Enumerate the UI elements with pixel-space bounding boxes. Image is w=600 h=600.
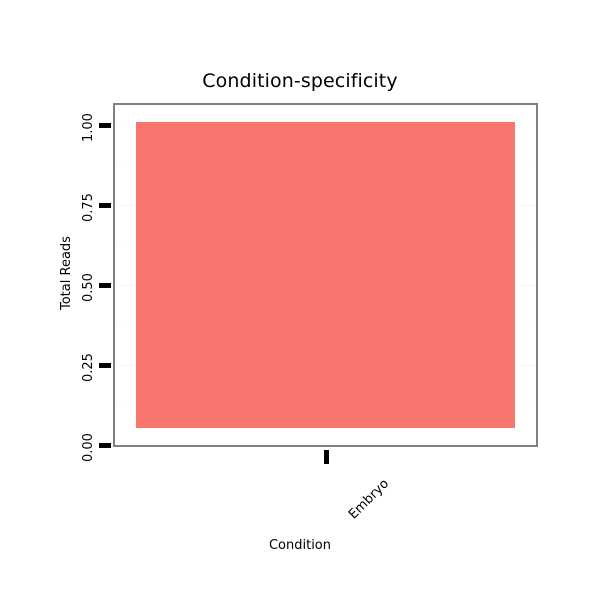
x-axis-title: Condition — [268, 538, 332, 553]
chart-title: Condition-specificity — [202, 70, 398, 92]
y-tick-mark-2 — [99, 283, 111, 288]
y-tick-label-4: 1.00 — [81, 113, 96, 142]
plot-panel-inner — [115, 105, 536, 445]
y-tick-label-3: 0.75 — [81, 193, 96, 222]
x-tick-label-embryo: Embryo — [345, 476, 393, 523]
y-tick-mark-1 — [99, 363, 111, 368]
y-tick-label-1: 0.25 — [81, 353, 96, 382]
bar-embryo — [136, 122, 515, 428]
y-tick-label-2: 0.50 — [81, 273, 96, 302]
x-tick-mark-0 — [324, 450, 329, 464]
y-tick-mark-0 — [99, 443, 111, 448]
y-tick-mark-3 — [99, 203, 111, 208]
y-axis-title: Total Reads — [59, 236, 74, 310]
y-tick-label-0: 0.00 — [81, 433, 96, 462]
y-tick-mark-4 — [99, 123, 111, 128]
plot-panel — [113, 103, 538, 447]
